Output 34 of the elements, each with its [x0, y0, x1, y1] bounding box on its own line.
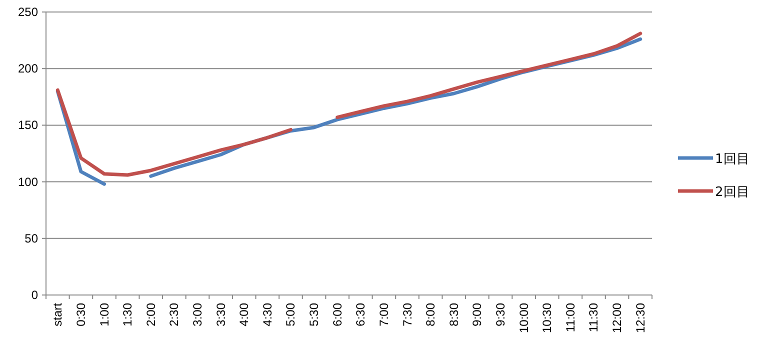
x-tick-label: 1:30 [120, 302, 135, 326]
x-tick-label: 4:00 [237, 302, 252, 326]
y-tick-label: 200 [18, 62, 38, 76]
x-tick-label: 5:00 [284, 302, 298, 326]
legend-label: 2回目 [715, 185, 750, 200]
x-tick-label: 0:30 [74, 302, 88, 326]
x-tick-label: 10:30 [540, 302, 554, 334]
y-tick-label: 150 [18, 118, 38, 132]
y-tick-label: 50 [24, 231, 38, 246]
x-tick-label: 3:00 [190, 302, 204, 326]
x-tick-label: 1:00 [97, 302, 112, 326]
y-tick-label: 100 [18, 174, 38, 189]
x-tick-label: 6:30 [354, 302, 368, 326]
x-tick-label: 9:00 [470, 302, 484, 326]
x-tick-label: 11:30 [586, 302, 601, 332]
legend-label: 1回目 [715, 152, 750, 167]
x-tick-label: 7:30 [400, 302, 414, 326]
x-tick-label: start [50, 302, 65, 326]
y-tick-label: 250 [18, 5, 38, 19]
x-tick-label: 10:00 [516, 302, 531, 334]
y-tick-label: 0 [31, 288, 38, 302]
x-tick-label: 12:00 [610, 302, 624, 334]
x-tick-label: 11:00 [563, 302, 578, 332]
x-tick-label: 7:00 [376, 302, 391, 326]
x-tick-label: 8:00 [424, 302, 438, 326]
x-tick-label: 6:00 [330, 302, 344, 326]
x-tick-label: 2:30 [167, 302, 182, 326]
x-tick-label: 2:00 [144, 302, 158, 326]
x-tick-label: 8:30 [446, 302, 461, 326]
x-tick-label: 4:30 [260, 302, 274, 326]
x-tick-label: 5:30 [307, 302, 322, 326]
x-tick-label: 3:30 [214, 302, 228, 326]
x-tick-label: 9:30 [494, 302, 508, 326]
x-tick-label: 12:30 [633, 302, 648, 334]
